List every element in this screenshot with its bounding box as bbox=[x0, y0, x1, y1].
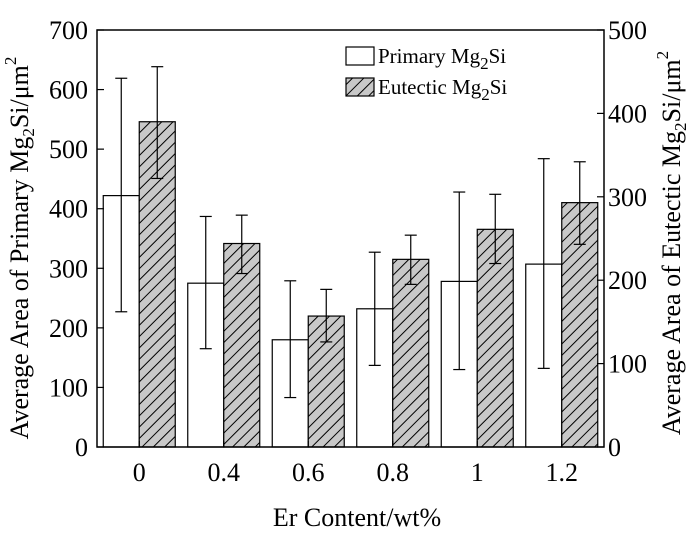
primary-error-bar-1 bbox=[199, 215, 212, 350]
x-tick-label-5: 1.2 bbox=[546, 458, 579, 487]
eutectic-bar-1 bbox=[223, 242, 261, 448]
y-axis-label-right: Average Area of Eutectic Mg2Si/μm2 bbox=[653, 51, 690, 435]
y-left-tick-label-3: 300 bbox=[49, 254, 88, 283]
y-right-tick-label-1: 100 bbox=[608, 350, 647, 379]
legend-label-0: Primary Mg2Si bbox=[378, 44, 506, 73]
x-tick-label-3: 0.8 bbox=[377, 458, 410, 487]
y-right-tick-label-5: 500 bbox=[608, 16, 647, 45]
legend-swatch-1 bbox=[345, 77, 375, 97]
y-left-tick-label-4: 400 bbox=[49, 195, 88, 224]
legend-swatch-0 bbox=[345, 46, 375, 66]
primary-error-bar-5 bbox=[537, 158, 550, 369]
y-right-tick-label-0: 0 bbox=[608, 433, 621, 462]
y-left-tick-label-7: 700 bbox=[49, 16, 88, 45]
eutectic-error-bar-0 bbox=[151, 66, 164, 180]
eutectic-bar-4 bbox=[476, 228, 514, 448]
eutectic-error-bar-2 bbox=[320, 288, 333, 343]
legend-label-1: Eutectic Mg2Si bbox=[378, 75, 507, 104]
x-tick-label-4: 1 bbox=[471, 458, 484, 487]
y-left-tick-label-2: 200 bbox=[49, 314, 88, 343]
x-axis-label: Er Content/wt% bbox=[273, 503, 441, 532]
primary-error-bar-2 bbox=[284, 280, 297, 399]
y-right-tick-label-2: 200 bbox=[608, 266, 647, 295]
eutectic-error-bar-3 bbox=[404, 234, 417, 285]
plot-frame bbox=[96, 29, 605, 448]
primary-error-bar-3 bbox=[368, 251, 381, 366]
eutectic-error-bar-5 bbox=[573, 161, 586, 245]
eutectic-bar-3 bbox=[392, 258, 430, 448]
primary-error-bar-0 bbox=[115, 77, 128, 313]
x-tick-label-1: 0.4 bbox=[208, 458, 241, 487]
y-left-tick-label-0: 0 bbox=[75, 433, 88, 462]
y-left-tick-label-1: 100 bbox=[49, 373, 88, 402]
y-left-tick-label-6: 600 bbox=[49, 76, 88, 105]
y-right-tick-label-4: 400 bbox=[608, 99, 647, 128]
x-tick-label-2: 0.6 bbox=[292, 458, 325, 487]
eutectic-error-bar-4 bbox=[489, 193, 502, 265]
y-right-tick-label-3: 300 bbox=[608, 183, 647, 212]
eutectic-error-bar-1 bbox=[235, 214, 248, 275]
y-axis-label-left: Average Area of Primary Mg2Si/μm2 bbox=[1, 57, 38, 440]
y-left-tick-label-5: 500 bbox=[49, 135, 88, 164]
primary-error-bar-4 bbox=[453, 191, 466, 371]
x-tick-label-0: 0 bbox=[133, 458, 146, 487]
